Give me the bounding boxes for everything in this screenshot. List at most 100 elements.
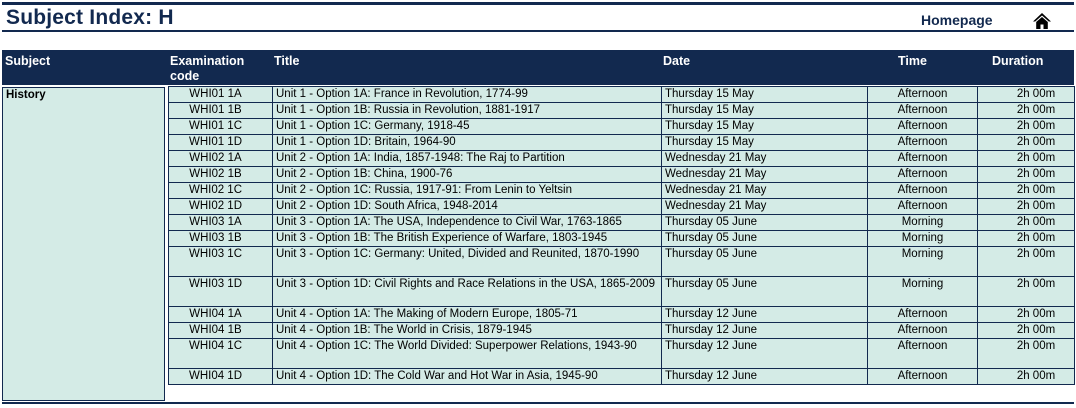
title-cell: Unit 3 - Option 1B: The British Experien… xyxy=(272,230,662,247)
time-cell: Afternoon xyxy=(867,86,978,103)
time-cell: Afternoon xyxy=(867,306,978,323)
table-row: WHI02 1B Unit 2 - Option 1B: China, 1900-… xyxy=(168,166,1075,183)
date-cell: Wednesday 21 May xyxy=(661,150,868,167)
title-rule xyxy=(2,30,1074,32)
col-time: Time xyxy=(898,54,927,68)
date-cell: Thursday 15 May xyxy=(661,134,868,151)
exam-code-cell: WHI03 1B xyxy=(168,230,273,247)
duration-cell: 2h 00m xyxy=(977,276,1075,307)
title-cell: Unit 4 - Option 1B: The World in Crisis,… xyxy=(272,322,662,339)
duration-cell: 2h 00m xyxy=(977,322,1075,339)
duration-cell: 2h 00m xyxy=(977,338,1075,369)
date-cell: Thursday 12 June xyxy=(661,306,868,323)
duration-cell: 2h 00m xyxy=(977,150,1075,167)
title-cell: Unit 2 - Option 1C: Russia, 1917-91: Fro… xyxy=(272,182,662,199)
table-row: WHI03 1A Unit 3 - Option 1A: The USA, Ind… xyxy=(168,214,1075,231)
home-icon[interactable] xyxy=(1032,12,1052,30)
exam-code-cell: WHI03 1C xyxy=(168,246,273,277)
title-cell: Unit 2 - Option 1B: China, 1900-76 xyxy=(272,166,662,183)
exam-code-cell: WHI01 1A xyxy=(168,86,273,103)
time-cell: Afternoon xyxy=(867,166,978,183)
title-cell: Unit 1 - Option 1A: France in Revolution… xyxy=(272,86,662,103)
date-cell: Wednesday 21 May xyxy=(661,166,868,183)
exam-code-cell: WHI03 1D xyxy=(168,276,273,307)
date-cell: Thursday 05 June xyxy=(661,276,868,307)
exam-code-cell: WHI01 1B xyxy=(168,102,273,119)
date-cell: Thursday 12 June xyxy=(661,338,868,369)
title-cell: Unit 3 - Option 1A: The USA, Independenc… xyxy=(272,214,662,231)
duration-cell: 2h 00m xyxy=(977,134,1075,151)
time-cell: Morning xyxy=(867,276,978,307)
duration-cell: 2h 00m xyxy=(977,306,1075,323)
col-exam-code: Examination code xyxy=(170,54,245,83)
exam-code-cell: WHI02 1C xyxy=(168,182,273,199)
title-cell: Unit 2 - Option 1D: South Africa, 1948-2… xyxy=(272,198,662,215)
title-cell: Unit 4 - Option 1C: The World Divided: S… xyxy=(272,338,662,369)
title-cell: Unit 4 - Option 1A: The Making of Modern… xyxy=(272,306,662,323)
exam-code-cell: WHI01 1D xyxy=(168,134,273,151)
title-cell: Unit 3 - Option 1C: Germany: United, Div… xyxy=(272,246,662,277)
col-date: Date xyxy=(663,54,691,68)
date-cell: Wednesday 21 May xyxy=(661,182,868,199)
time-cell: Afternoon xyxy=(867,322,978,339)
subject-label: History xyxy=(6,89,46,101)
time-cell: Morning xyxy=(867,230,978,247)
table-row: WHI03 1D Unit 3 - Option 1D: Civil Rights… xyxy=(168,276,1075,307)
time-cell: Afternoon xyxy=(867,118,978,135)
duration-cell: 2h 00m xyxy=(977,230,1075,247)
exam-code-cell: WHI01 1C xyxy=(168,118,273,135)
title-cell: Unit 1 - Option 1C: Germany, 1918-45 xyxy=(272,118,662,135)
title-cell: Unit 3 - Option 1D: Civil Rights and Rac… xyxy=(272,276,662,307)
duration-cell: 2h 00m xyxy=(977,368,1075,385)
date-cell: Thursday 15 May xyxy=(661,118,868,135)
time-cell: Afternoon xyxy=(867,368,978,385)
table-row: WHI01 1D Unit 1 - Option 1D: Britain, 196… xyxy=(168,134,1075,151)
title-cell: Unit 1 - Option 1B: Russia in Revolution… xyxy=(272,102,662,119)
time-cell: Afternoon xyxy=(867,198,978,215)
table-row: WHI01 1A Unit 1 - Option 1A: France in Re… xyxy=(168,86,1075,103)
subject-cell: History xyxy=(2,87,165,401)
table-row: WHI02 1C Unit 2 - Option 1C: Russia, 1917… xyxy=(168,182,1075,199)
duration-cell: 2h 00m xyxy=(977,198,1075,215)
time-cell: Afternoon xyxy=(867,338,978,369)
exam-code-cell: WHI04 1D xyxy=(168,368,273,385)
table-row: WHI04 1B Unit 4 - Option 1B: The World in… xyxy=(168,322,1075,339)
duration-cell: 2h 00m xyxy=(977,214,1075,231)
top-rule xyxy=(2,2,1074,5)
exam-code-cell: WHI04 1A xyxy=(168,306,273,323)
time-cell: Afternoon xyxy=(867,134,978,151)
page-title: Subject Index: H xyxy=(6,6,174,29)
duration-cell: 2h 00m xyxy=(977,246,1075,277)
table-row: WHI01 1B Unit 1 - Option 1B: Russia in Re… xyxy=(168,102,1075,119)
date-cell: Thursday 15 May xyxy=(661,102,868,119)
col-subject: Subject xyxy=(5,54,51,68)
exam-code-cell: WHI03 1A xyxy=(168,214,273,231)
col-duration: Duration xyxy=(992,54,1044,68)
homepage-link[interactable]: Homepage xyxy=(921,12,993,28)
duration-cell: 2h 00m xyxy=(977,182,1075,199)
exam-code-cell: WHI04 1C xyxy=(168,338,273,369)
date-cell: Thursday 05 June xyxy=(661,246,868,277)
exam-code-cell: WHI04 1B xyxy=(168,322,273,339)
date-cell: Thursday 15 May xyxy=(661,86,868,103)
duration-cell: 2h 00m xyxy=(977,118,1075,135)
time-cell: Morning xyxy=(867,246,978,277)
date-cell: Thursday 12 June xyxy=(661,368,868,385)
col-title: Title xyxy=(274,54,300,68)
table-row: WHI04 1A Unit 4 - Option 1A: The Making o… xyxy=(168,306,1075,323)
exam-code-cell: WHI02 1D xyxy=(168,198,273,215)
date-cell: Thursday 12 June xyxy=(661,322,868,339)
exam-code-cell: WHI02 1B xyxy=(168,166,273,183)
title-cell: Unit 4 - Option 1D: The Cold War and Hot… xyxy=(272,368,662,385)
table-row: WHI03 1C Unit 3 - Option 1C: Germany: Uni… xyxy=(168,246,1075,277)
time-cell: Afternoon xyxy=(867,102,978,119)
time-cell: Afternoon xyxy=(867,150,978,167)
time-cell: Afternoon xyxy=(867,182,978,199)
duration-cell: 2h 00m xyxy=(977,166,1075,183)
table-header: Subject Examination code Title Date Time… xyxy=(2,50,1074,85)
time-cell: Morning xyxy=(867,214,978,231)
title-cell: Unit 2 - Option 1A: India, 1857-1948: Th… xyxy=(272,150,662,167)
table-row: WHI02 1D Unit 2 - Option 1D: South Africa… xyxy=(168,198,1075,215)
bottom-rule xyxy=(2,402,1074,404)
date-cell: Thursday 05 June xyxy=(661,214,868,231)
